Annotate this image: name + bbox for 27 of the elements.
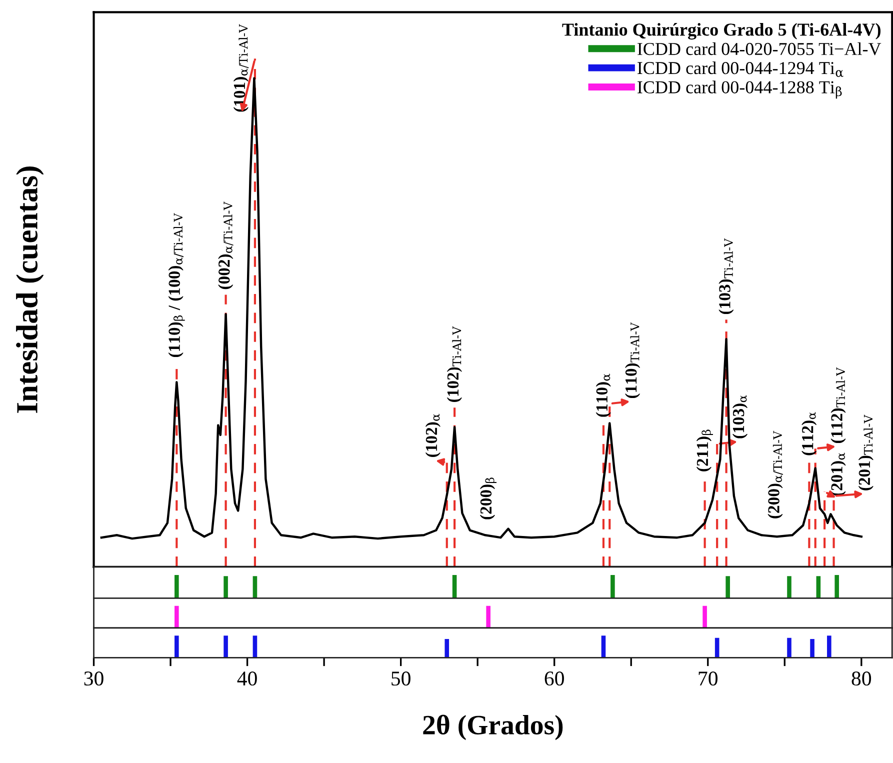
ref-line-label: (201)$_{Ti-Al-V}$ (858, 414, 874, 490)
legend-label: ICDD card 00-044-1288 Ti$_{β}$ (638, 80, 842, 99)
x-tick-label: 70 (698, 672, 718, 686)
y-axis-title: Intesidad (cuentas) (16, 166, 44, 413)
legend-label: ICDD card 04-020-7055 Ti−Al-V (638, 42, 882, 56)
x-tick-label: 80 (852, 672, 872, 686)
ref-line-label: (103)$_{α}$ (732, 395, 748, 438)
annotation: (200)$_{α/Ti-Al-V}$ (768, 430, 783, 518)
ref-line-label: (112)$_{Ti-Al-V}$ (830, 367, 846, 444)
ref-line-label: (112)$_{α}$ (802, 412, 817, 456)
ref-line-label: (103)$_{Ti-Al-V}$ (718, 238, 734, 314)
x-axis-title: 2θ (Grados) (423, 714, 563, 740)
ref-line-label: (002)$_{α/Ti-Al-V}$ (218, 202, 234, 290)
x-tick-label: 60 (544, 672, 564, 686)
ref-line-label: (110)$_{α}$ (596, 374, 611, 417)
ref-line-label: (211)$_{β}$ (696, 430, 713, 472)
ref-line-label: (102)$_{α}$ (425, 414, 441, 457)
ref-line-label: (201)$_{α}$ (830, 452, 846, 496)
annotation: (200)$_{β}$ (480, 478, 496, 520)
x-tick-label: 30 (84, 672, 104, 686)
ref-line-label: (102)$_{Ti-Al-V}$ (446, 326, 462, 402)
x-tick-label: 40 (237, 672, 257, 686)
ref-line-label: (110)$_{Ti-Al-V}$ (624, 322, 640, 398)
legend-title: Tintanio Quirúrgico Grado 5 (Ti-6Al-4V) (562, 23, 880, 40)
ref-line-label: (110)$_{β}$ / (100)$_{α/Ti-Al-V}$ (168, 213, 185, 358)
legend-label: ICDD card 00-044-1294 Ti$_{α}$ (638, 61, 844, 77)
x-tick-label: 50 (392, 672, 410, 686)
